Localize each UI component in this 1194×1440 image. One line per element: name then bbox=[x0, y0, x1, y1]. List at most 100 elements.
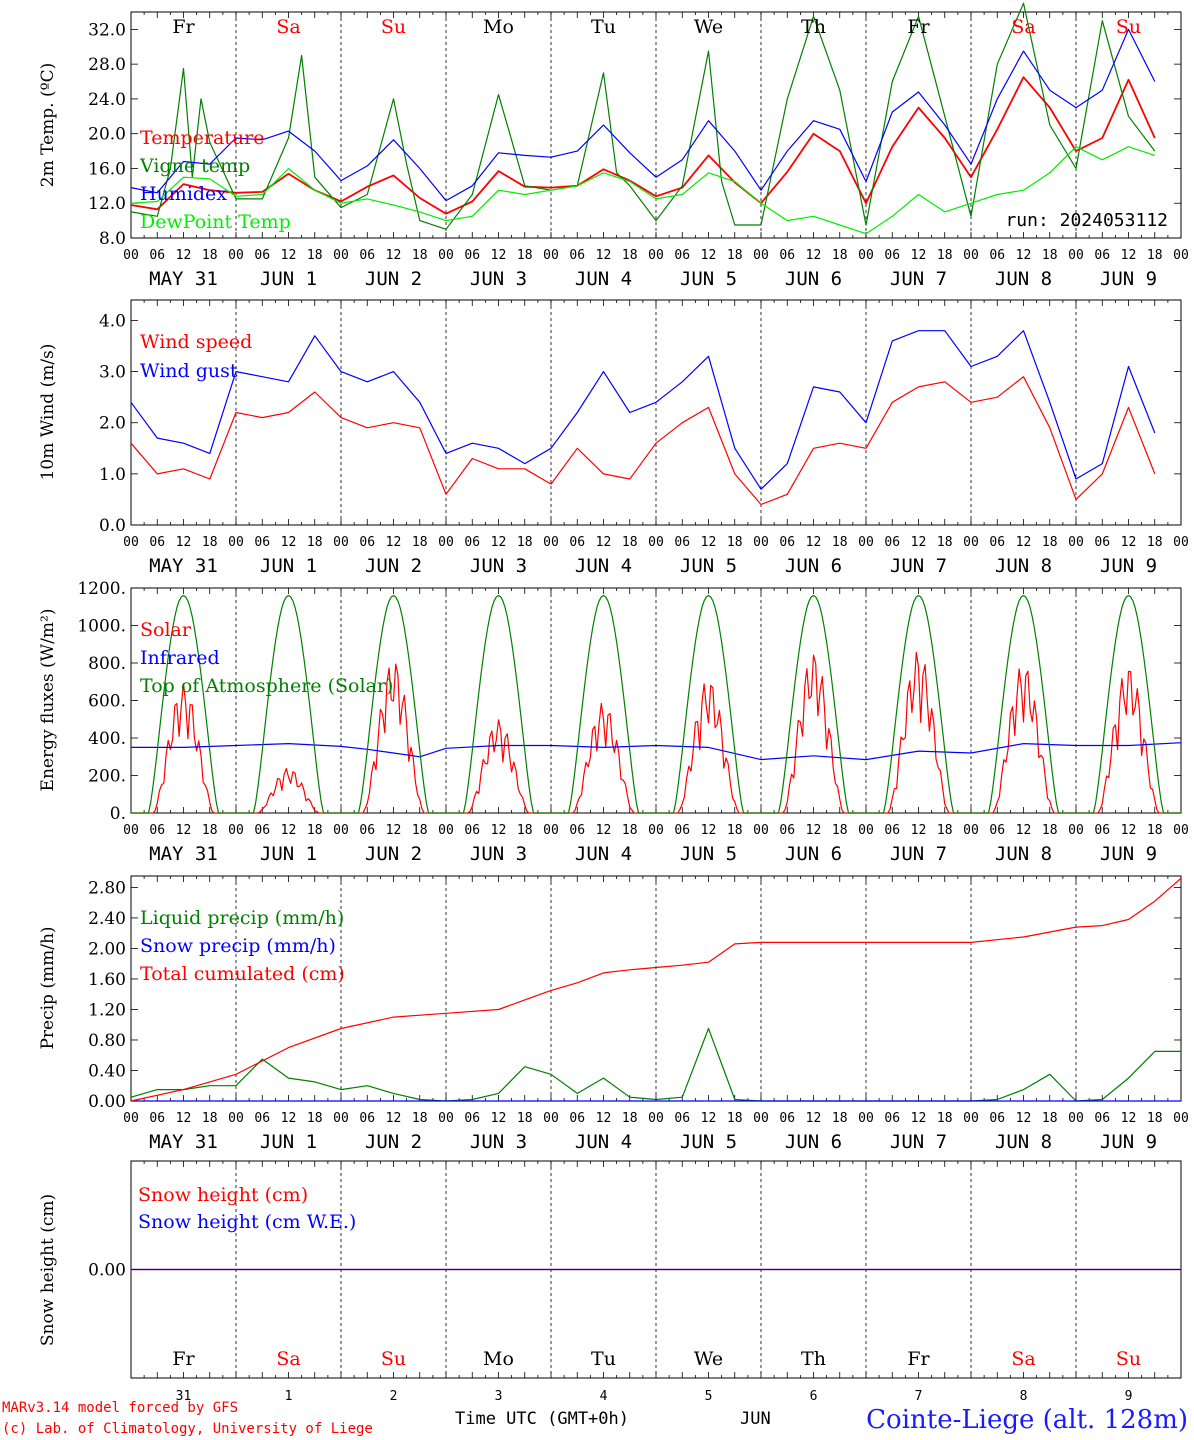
y-tick-label: 8.0 bbox=[99, 229, 126, 249]
hour-tick-label: 18 bbox=[832, 823, 848, 838]
hour-tick-label: 00 bbox=[123, 1111, 139, 1126]
hour-tick-label: 18 bbox=[202, 535, 218, 550]
hour-tick-label: 06 bbox=[1094, 1111, 1110, 1126]
hour-tick-label: 12 bbox=[911, 535, 927, 550]
hour-tick-label: 00 bbox=[123, 248, 139, 263]
hour-tick-label: 12 bbox=[596, 248, 612, 263]
hour-tick-label: 06 bbox=[149, 1111, 165, 1126]
hour-tick-label: 06 bbox=[569, 1111, 585, 1126]
hour-tick-label: 18 bbox=[1147, 248, 1163, 263]
series-line-wind-gust bbox=[130, 330, 1156, 490]
date-label: JUN 2 bbox=[365, 1131, 422, 1153]
hour-tick-label: 18 bbox=[307, 248, 323, 263]
hour-tick-label: 12 bbox=[806, 1111, 822, 1126]
series-line-vigne-temp bbox=[130, 2, 1156, 230]
y-tick-label: 2.40 bbox=[88, 909, 126, 929]
hour-tick-label: 06 bbox=[779, 1111, 795, 1126]
hour-tick-label: 18 bbox=[727, 1111, 743, 1126]
date-label: JUN 6 bbox=[785, 1131, 842, 1153]
hour-tick-label: 00 bbox=[1068, 248, 1084, 263]
y-tick-label: 0.80 bbox=[88, 1031, 126, 1051]
hour-tick-label: 00 bbox=[333, 823, 349, 838]
hour-tick-label: 06 bbox=[254, 535, 270, 550]
legend-entry: DewPoint Temp bbox=[140, 211, 291, 233]
y-tick-label: 400. bbox=[88, 729, 126, 749]
legend-entry: Temperature bbox=[140, 127, 264, 149]
day-number-label: 6 bbox=[810, 1389, 818, 1404]
hour-tick-label: 18 bbox=[307, 823, 323, 838]
hour-tick-label: 06 bbox=[674, 535, 690, 550]
hour-tick-label: 06 bbox=[1094, 823, 1110, 838]
hour-tick-label: 18 bbox=[832, 1111, 848, 1126]
hour-tick-label: 18 bbox=[937, 823, 953, 838]
hour-tick-label: 00 bbox=[963, 248, 979, 263]
weekday-label: Fr bbox=[907, 16, 930, 38]
hour-tick-label: 00 bbox=[753, 1111, 769, 1126]
hour-tick-label: 00 bbox=[753, 535, 769, 550]
hour-tick-label: 12 bbox=[1121, 248, 1137, 263]
date-label: JUN 4 bbox=[575, 1131, 632, 1153]
date-label: JUN 6 bbox=[785, 843, 842, 865]
y-tick-label: 1.60 bbox=[88, 970, 126, 990]
hour-tick-label: 06 bbox=[149, 248, 165, 263]
hour-tick-label: 00 bbox=[1068, 823, 1084, 838]
y-tick-label: 0.0 bbox=[99, 516, 126, 536]
date-label: JUN 5 bbox=[680, 555, 737, 577]
hour-tick-label: 12 bbox=[491, 1111, 507, 1126]
hour-tick-label: 12 bbox=[386, 1111, 402, 1126]
hour-tick-label: 00 bbox=[438, 823, 454, 838]
weekday-label: Th bbox=[801, 16, 826, 38]
hour-tick-label: 12 bbox=[806, 248, 822, 263]
hour-tick-label: 18 bbox=[622, 823, 638, 838]
hour-tick-label: 12 bbox=[806, 535, 822, 550]
hour-tick-label: 06 bbox=[464, 823, 480, 838]
hour-tick-label: 06 bbox=[1094, 535, 1110, 550]
hour-tick-label: 06 bbox=[254, 823, 270, 838]
hour-tick-label: 00 bbox=[543, 1111, 559, 1126]
hour-tick-label: 18 bbox=[202, 1111, 218, 1126]
y-tick-label: 0.00 bbox=[88, 1092, 126, 1112]
hour-tick-label: 00 bbox=[648, 823, 664, 838]
hour-tick-label: 00 bbox=[228, 1111, 244, 1126]
hour-tick-label: 00 bbox=[648, 1111, 664, 1126]
hour-tick-label: 06 bbox=[884, 1111, 900, 1126]
legend-entry: Top of Atmosphere (Solar) bbox=[140, 675, 393, 697]
hour-tick-label: 12 bbox=[701, 823, 717, 838]
hour-tick-label: 18 bbox=[622, 248, 638, 263]
hour-tick-label: 12 bbox=[491, 248, 507, 263]
date-label: JUN 2 bbox=[365, 555, 422, 577]
date-label: JUN 4 bbox=[575, 843, 632, 865]
legend-entry: Wind gust bbox=[140, 360, 238, 382]
hour-tick-label: 00 bbox=[648, 535, 664, 550]
hour-tick-label: 06 bbox=[779, 535, 795, 550]
hour-tick-label: 18 bbox=[517, 535, 533, 550]
hour-tick-label: 06 bbox=[779, 248, 795, 263]
date-label: JUN 1 bbox=[260, 268, 317, 290]
footer-model: MARv3.14 model forced by GFS bbox=[2, 1400, 238, 1416]
date-label: JUN 5 bbox=[680, 843, 737, 865]
hour-tick-label: 12 bbox=[1016, 248, 1032, 263]
hour-tick-label: 12 bbox=[806, 823, 822, 838]
hour-tick-label: 00 bbox=[1068, 1111, 1084, 1126]
y-tick-label: 0.40 bbox=[88, 1061, 126, 1081]
y-axis-label: Precip (mm/h) bbox=[38, 926, 58, 1049]
hour-tick-label: 18 bbox=[517, 823, 533, 838]
hour-tick-label: 12 bbox=[386, 248, 402, 263]
hour-tick-label: 12 bbox=[1016, 823, 1032, 838]
hour-tick-label: 06 bbox=[989, 535, 1005, 550]
hour-tick-label: 00 bbox=[123, 535, 139, 550]
hour-tick-label: 00 bbox=[1173, 1111, 1189, 1126]
day-number-label: 8 bbox=[1020, 1389, 1028, 1404]
day-number-label: 2 bbox=[390, 1389, 398, 1404]
hour-tick-label: 06 bbox=[569, 248, 585, 263]
weekday-label: Su bbox=[381, 1348, 406, 1370]
hour-tick-label: 00 bbox=[543, 535, 559, 550]
weekday-label: Th bbox=[801, 1348, 826, 1370]
hour-tick-label: 18 bbox=[727, 823, 743, 838]
date-label: JUN 3 bbox=[470, 843, 527, 865]
footer-month: JUN bbox=[740, 1409, 771, 1429]
hour-tick-label: 12 bbox=[176, 823, 192, 838]
series-line-liquid-precip-mm-h bbox=[130, 1027, 1181, 1102]
footer-credit: (c) Lab. of Climatology, University of L… bbox=[2, 1421, 373, 1437]
hour-tick-label: 06 bbox=[254, 1111, 270, 1126]
